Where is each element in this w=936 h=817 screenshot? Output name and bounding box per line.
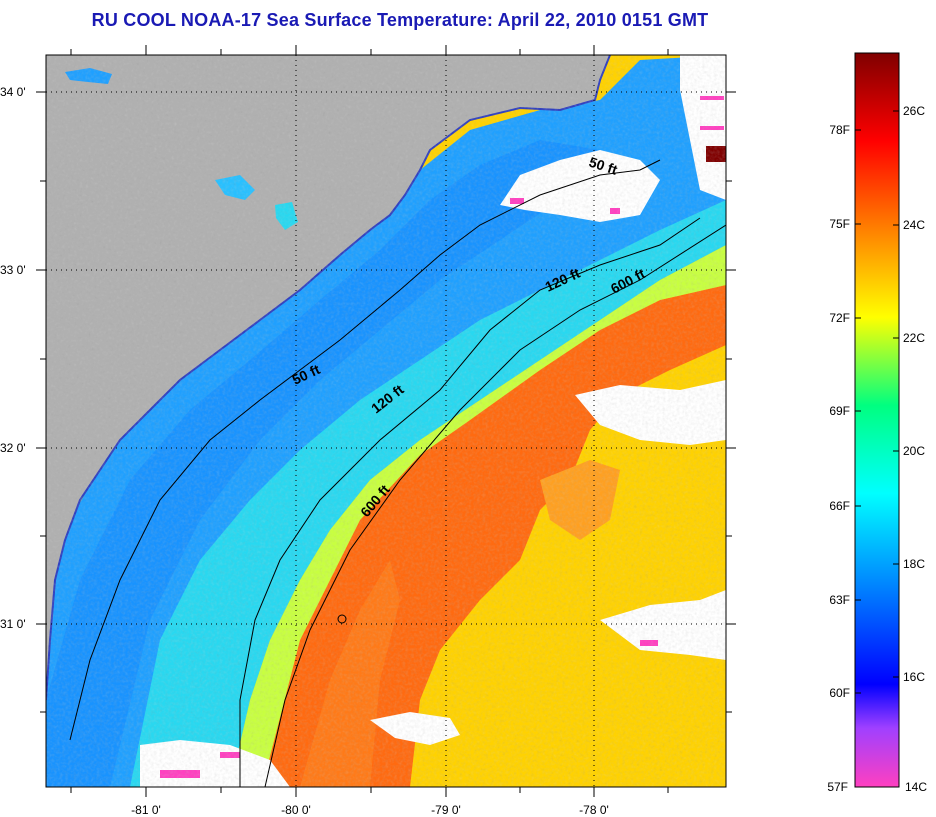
isobath-120ft — [239, 217, 701, 787]
colorbar-gradient — [854, 52, 900, 788]
colorbar-f-label: 63F — [829, 593, 850, 607]
colorbar-c-label: 14C — [905, 780, 927, 794]
lon-label: -78 0' — [579, 803, 609, 817]
noise-texture — [46, 55, 726, 787]
graticule — [46, 55, 726, 787]
colorbar-f-label: 78F — [829, 123, 850, 137]
colorbar-f-label: 69F — [829, 404, 850, 418]
map-title: RU COOL NOAA-17 Sea Surface Temperature:… — [91, 10, 709, 30]
map-frame — [45, 54, 727, 788]
station-marker — [337, 614, 347, 624]
colorbar-c-label: 24C — [903, 218, 925, 232]
colorbar-f-label: 72F — [829, 311, 850, 325]
colorbar-f-label: 60F — [829, 686, 850, 700]
lon-label: -81 0' — [131, 803, 161, 817]
lon-label: -80 0' — [281, 803, 311, 817]
colorbar-c-label: 16C — [903, 670, 925, 684]
colorbar-ticks — [855, 110, 899, 694]
lat-label: 32 0' — [0, 441, 26, 455]
lat-label: 34 0' — [0, 85, 26, 99]
lat-label: 31 0' — [0, 617, 26, 631]
axis-ticks — [36, 45, 736, 797]
isobath-600ft — [264, 224, 726, 787]
colorbar-f-label: 57F — [827, 780, 848, 794]
colorbar-c-label: 26C — [903, 104, 925, 118]
lon-label: -79 0' — [431, 803, 461, 817]
sst-map-panel — [46, 55, 726, 787]
colorbar-c-label: 20C — [903, 444, 925, 458]
colorbar-f-label: 75F — [829, 217, 850, 231]
lat-label: 33 0' — [0, 263, 26, 277]
colorbar-c-label: 22C — [903, 331, 925, 345]
colorbar: 78F 75F 72F 69F 66F 63F 60F 57F 26C 24C … — [827, 52, 927, 794]
colorbar-f-label: 66F — [829, 499, 850, 513]
colorbar-c-label: 18C — [903, 557, 925, 571]
isobath-50ft — [69, 159, 661, 741]
